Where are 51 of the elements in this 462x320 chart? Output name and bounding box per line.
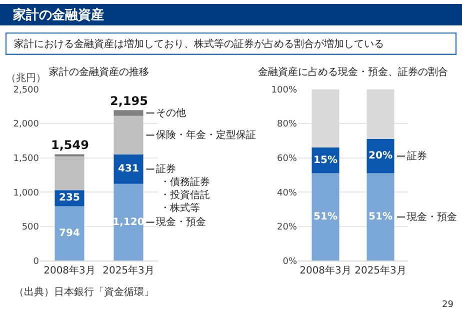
total-label: 1,549 [51, 138, 89, 152]
y-tick-label: 0 [33, 256, 40, 267]
y-tick-label: 100% [271, 85, 298, 96]
text: （出典）日本銀行「資金循環」 [14, 286, 154, 298]
text: ・債務証券 [160, 176, 210, 188]
y-tick-label: 2,000 [13, 120, 40, 130]
y-tick-label: 0% [282, 256, 298, 267]
data-label: 794 [59, 228, 80, 239]
y-tick-label: 60% [276, 154, 298, 164]
data-label: 15% [314, 154, 338, 166]
chart-title: 家計の金融資産の推移 [49, 66, 149, 78]
y-tick-label: 80% [276, 120, 298, 130]
data-label: 431 [118, 164, 139, 175]
x-tick-label: 2025年3月 [102, 264, 154, 277]
y-tick-label: 20% [276, 222, 298, 233]
series-label: 現金・預金 [407, 211, 457, 223]
bar [366, 173, 394, 261]
bar [114, 110, 144, 116]
series-label: その他 [156, 107, 186, 119]
text: 家計の金融資産 [12, 7, 104, 23]
series-label: 証券 [407, 150, 427, 162]
series-label: 現金・預金 [156, 216, 206, 228]
y-tick-label: 2,500 [13, 85, 40, 96]
y-tick-label: 1,500 [13, 154, 40, 164]
total-label: 2,195 [110, 94, 148, 108]
y-axis-title: （兆円） [6, 72, 46, 84]
data-label: 51% [314, 211, 338, 222]
x-tick-label: 2025年3月 [354, 264, 406, 277]
x-tick-label: 2008年3月 [300, 264, 352, 277]
bar [54, 206, 84, 261]
chart-title: 金融資産に占める現金・預金、証券の割合 [258, 66, 448, 78]
y-tick-label: 40% [276, 188, 298, 198]
bar [312, 89, 340, 148]
y-tick-label: 1,000 [13, 188, 40, 198]
bar [366, 89, 394, 139]
y-tick-label: 500 [22, 222, 40, 233]
bar [114, 116, 144, 154]
bar [312, 173, 340, 261]
data-label: 235 [59, 192, 80, 204]
series-label: 保険・年金・定型保証 [156, 129, 256, 141]
x-tick-label: 2008年3月 [44, 264, 96, 277]
data-label: 20% [368, 150, 392, 162]
data-label: 51% [368, 211, 392, 222]
text: ・投資信託 [160, 189, 210, 201]
data-label: 1,120 [112, 216, 144, 228]
text: 家計における金融資産は増加しており、株式等の証券が占める割合が増加している [14, 38, 384, 50]
bar [114, 184, 144, 261]
text: 29 [442, 300, 454, 310]
series-label: 証券 [156, 163, 176, 175]
text: ・株式等 [160, 202, 200, 214]
bar [54, 156, 84, 190]
